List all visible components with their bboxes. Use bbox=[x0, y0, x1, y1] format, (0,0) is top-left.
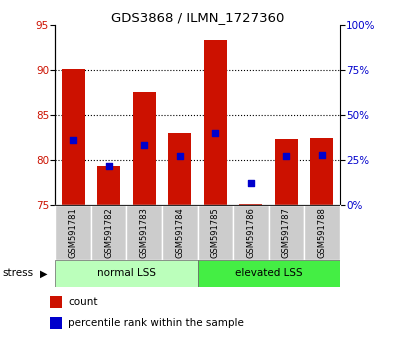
Text: GSM591781: GSM591781 bbox=[69, 207, 77, 258]
Point bbox=[248, 180, 254, 185]
Bar bbox=[198, 205, 233, 260]
Point bbox=[319, 152, 325, 158]
Text: GSM591787: GSM591787 bbox=[282, 207, 291, 258]
Text: GSM591785: GSM591785 bbox=[211, 207, 220, 258]
Title: GDS3868 / ILMN_1727360: GDS3868 / ILMN_1727360 bbox=[111, 11, 284, 24]
Bar bbox=[304, 205, 340, 260]
Text: stress: stress bbox=[2, 268, 33, 279]
Bar bbox=[233, 205, 269, 260]
Bar bbox=[91, 205, 126, 260]
Point bbox=[283, 153, 290, 159]
Text: GSM591786: GSM591786 bbox=[246, 207, 255, 258]
Bar bbox=[310, 138, 333, 205]
Bar bbox=[204, 40, 227, 205]
Bar bbox=[51, 296, 62, 308]
Bar bbox=[275, 139, 298, 205]
Text: GSM591783: GSM591783 bbox=[140, 207, 149, 258]
Bar bbox=[55, 260, 198, 287]
Text: GSM591788: GSM591788 bbox=[318, 207, 326, 258]
Bar bbox=[126, 205, 162, 260]
Text: percentile rank within the sample: percentile rank within the sample bbox=[68, 318, 244, 327]
Bar bbox=[162, 205, 198, 260]
Text: GSM591782: GSM591782 bbox=[104, 207, 113, 258]
Point bbox=[212, 130, 218, 136]
Point bbox=[105, 163, 112, 169]
Bar bbox=[51, 316, 62, 329]
Text: elevated LSS: elevated LSS bbox=[235, 268, 303, 279]
Bar bbox=[239, 204, 262, 205]
Point bbox=[177, 153, 183, 159]
Bar bbox=[133, 92, 156, 205]
Bar bbox=[55, 205, 91, 260]
Text: ▶: ▶ bbox=[40, 268, 47, 279]
Point bbox=[70, 137, 76, 143]
Bar bbox=[62, 69, 85, 205]
Text: GSM591784: GSM591784 bbox=[175, 207, 184, 258]
Text: normal LSS: normal LSS bbox=[97, 268, 156, 279]
Bar bbox=[198, 260, 340, 287]
Bar bbox=[269, 205, 304, 260]
Text: count: count bbox=[68, 297, 98, 307]
Bar bbox=[168, 133, 191, 205]
Point bbox=[141, 142, 147, 148]
Bar bbox=[97, 166, 120, 205]
